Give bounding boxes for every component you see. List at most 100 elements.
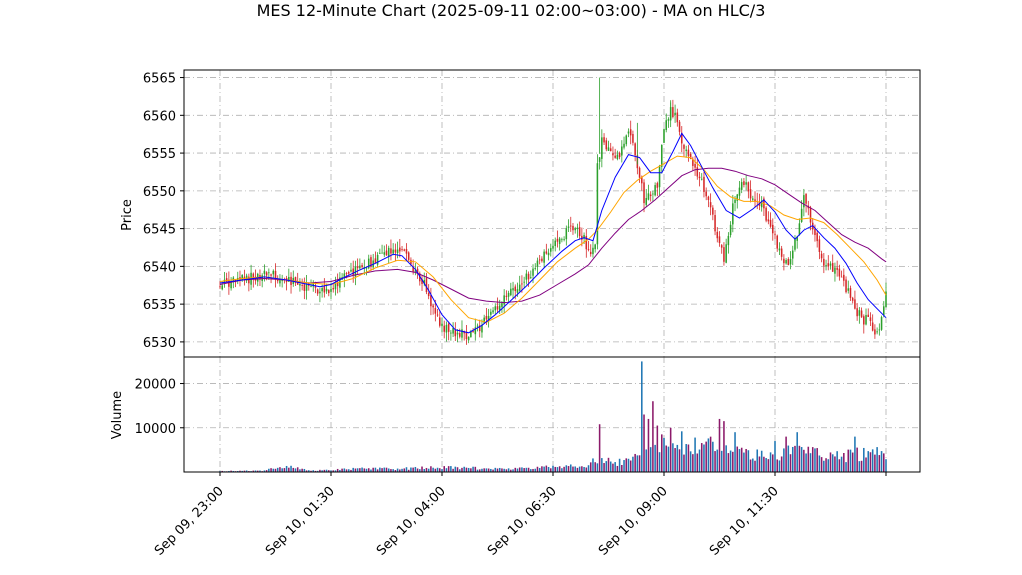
candle-body (607, 147, 610, 151)
volume-bar (221, 470, 223, 472)
volume-bar (583, 466, 585, 472)
volume-bar (716, 449, 719, 472)
volume-bar (687, 444, 690, 472)
candle-body (843, 274, 845, 281)
volume-bar (372, 467, 374, 472)
volume-bar (869, 452, 872, 472)
candle-body (399, 247, 401, 252)
volume-bar (643, 414, 645, 472)
volume-bar (321, 470, 323, 472)
volume-bar (843, 452, 845, 472)
candle-body (414, 270, 417, 272)
volume-bar (645, 449, 648, 472)
volume-bar (392, 469, 394, 472)
volume-bar (754, 460, 756, 472)
volume-bar (345, 469, 348, 472)
candle-body (470, 331, 472, 338)
volume-bar (794, 445, 796, 472)
volume-bar (263, 470, 266, 472)
candle-body (534, 268, 537, 269)
candle-body (416, 268, 419, 274)
candle-body (601, 137, 603, 159)
volume-bar (381, 468, 383, 472)
volume-bar (510, 469, 512, 472)
candle-body (512, 288, 514, 291)
candle-body (827, 263, 830, 267)
candle-body (747, 182, 750, 192)
volume-bar (860, 460, 863, 472)
volume-bar (414, 466, 417, 472)
candle-body (647, 193, 650, 200)
volume-bar (752, 458, 754, 472)
candle-body (867, 314, 870, 317)
volume-bar (856, 447, 858, 472)
volume-bar (550, 468, 552, 472)
candle-body (678, 121, 681, 132)
candle-body (403, 249, 406, 251)
volume-bar (547, 466, 550, 472)
candle-body (589, 251, 592, 255)
volume-bar (674, 448, 676, 472)
candle-body (627, 131, 630, 134)
candle-body (814, 228, 816, 236)
candle-body (774, 233, 776, 235)
candle-body (387, 247, 390, 257)
candle-body (545, 251, 548, 254)
candle-body (541, 258, 543, 262)
candle-body (556, 238, 559, 242)
volume-bar (740, 447, 743, 472)
volume-bar (605, 461, 608, 472)
candle-body (219, 286, 221, 288)
volume-bar (383, 467, 386, 472)
candle-body (803, 195, 805, 208)
ma-mid-line (219, 155, 887, 323)
candle-body (765, 207, 767, 221)
volume-bar (365, 468, 368, 472)
candle-body (829, 263, 832, 266)
volume-bar (328, 470, 330, 472)
volume-bar (305, 470, 308, 472)
price-tick-label: 6550 (143, 185, 176, 200)
volume-bar (487, 468, 490, 472)
volume-bar (361, 467, 363, 472)
candle-body (694, 163, 696, 168)
volume-bar (268, 468, 270, 472)
candle-body (390, 248, 392, 254)
volume-bar (427, 468, 430, 472)
volume-bar (498, 467, 501, 472)
volume-bar (265, 470, 268, 472)
price-tick-label: 6560 (143, 109, 176, 124)
candle-body (720, 245, 723, 248)
volume-bar (236, 470, 239, 472)
candle-body (674, 112, 676, 116)
candle-body (527, 273, 530, 280)
volume-bar (658, 452, 661, 472)
volume-bar (241, 470, 243, 472)
candle-body (458, 333, 461, 337)
candle-body (574, 228, 576, 231)
candle-body (343, 273, 346, 279)
volume-bar (780, 456, 783, 472)
volume-bar (436, 467, 439, 472)
candle-body (252, 273, 255, 279)
volume-bar (316, 470, 319, 472)
volume-frame (183, 356, 921, 473)
candle-body (583, 235, 585, 239)
candle-body (754, 199, 756, 202)
volume-bar (376, 469, 379, 472)
candle-body (692, 159, 694, 166)
price-tick-label: 6535 (143, 298, 176, 313)
volume-bar (767, 459, 770, 472)
candle-body (478, 325, 481, 332)
volume-bar (587, 465, 590, 472)
volume-bar (232, 470, 235, 472)
candle-body (816, 232, 818, 242)
candle-body (805, 193, 807, 204)
volume-bar (663, 437, 665, 472)
volume-bar (621, 464, 623, 472)
candle-body (581, 235, 583, 240)
candle-body (652, 193, 654, 195)
volume-bar (554, 466, 556, 472)
candle-body (594, 244, 596, 250)
